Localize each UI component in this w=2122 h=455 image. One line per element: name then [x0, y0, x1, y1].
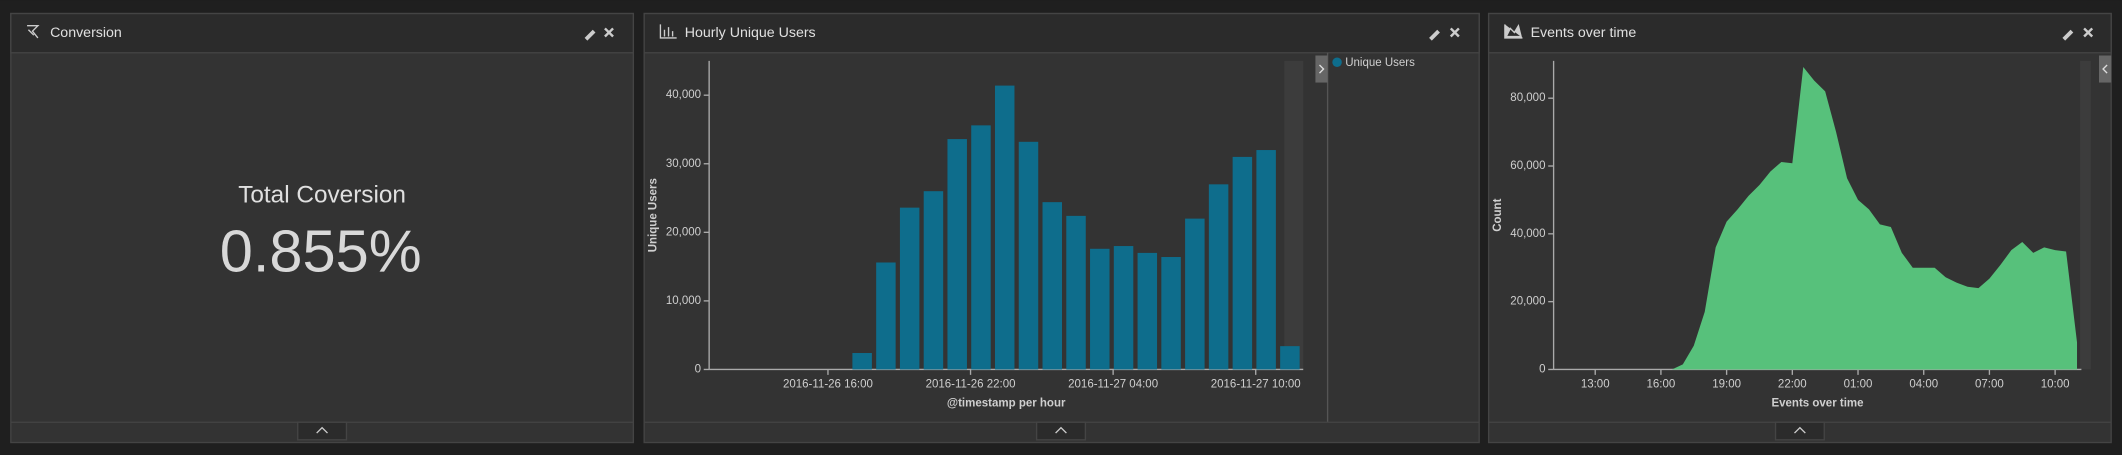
- metric-value: 0.855%: [220, 218, 422, 285]
- bar: [1113, 246, 1134, 370]
- y-tick-label: 20,000: [1510, 296, 1545, 308]
- panel-conversion: Conversion Total Coversion 0.855%: [10, 12, 635, 444]
- y-tick-label: 0: [695, 363, 701, 375]
- x-tick-label: 2016-11-27 04:00: [1068, 378, 1158, 390]
- panel-title: Events over time: [1531, 25, 1637, 41]
- y-tick-label: 20,000: [666, 226, 701, 238]
- bar: [876, 262, 896, 370]
- x-tick-label: 2016-11-27 10:00: [1211, 378, 1301, 390]
- panel-header: [1487, 12, 2112, 54]
- collapse-tab[interactable]: [1035, 421, 1087, 441]
- bar: [1018, 141, 1039, 370]
- x-tick-label: 19:00: [1712, 378, 1741, 390]
- chevron-up: [316, 426, 328, 434]
- x-tick-label: 13:00: [1581, 378, 1610, 390]
- y-tick-label: 0: [1539, 363, 1545, 375]
- bar: [1137, 252, 1158, 370]
- x-tick-label: 2016-11-26 16:00: [783, 378, 873, 390]
- metric-label: Total Coversion: [238, 182, 406, 209]
- y-tick-label: 60,000: [1510, 160, 1545, 172]
- bar: [1042, 202, 1063, 370]
- y-tick-label: 30,000: [666, 158, 701, 170]
- chevron-left: [2102, 64, 2108, 74]
- chevron-right: [1319, 64, 1325, 74]
- panel-title: Hourly Unique Users: [685, 25, 816, 41]
- panel-icon: [659, 24, 677, 39]
- bar: [1280, 346, 1300, 370]
- legend-toggle[interactable]: [2098, 55, 2112, 83]
- collapse-tab[interactable]: [1774, 421, 1825, 441]
- bar: [923, 191, 944, 370]
- panel-header: [643, 12, 1480, 54]
- x-axis-label: Events over time: [1771, 397, 1863, 409]
- close-button[interactable]: [2083, 27, 2094, 38]
- chevron-up: [1055, 426, 1067, 434]
- y-tick-label: 10,000: [666, 295, 701, 307]
- panel-title: Conversion: [50, 25, 122, 41]
- legend-toggle[interactable]: [1315, 55, 1328, 83]
- bar: [1161, 257, 1181, 370]
- bar: [971, 125, 991, 370]
- edit-button[interactable]: [2062, 29, 2074, 41]
- legend-swatch: [1332, 57, 1342, 67]
- x-tick-label: 04:00: [1909, 378, 1938, 390]
- scroll-track: [1284, 60, 1304, 370]
- x-tick-label: 07:00: [1975, 378, 2004, 390]
- panel-icon: [1504, 23, 1523, 39]
- legend-label: Unique Users: [1345, 57, 1415, 69]
- scroll-track: [2080, 60, 2091, 370]
- close-button[interactable]: [1449, 27, 1460, 38]
- bar: [1066, 215, 1086, 370]
- bar: [899, 207, 920, 370]
- x-tick-label: 01:00: [1844, 378, 1873, 390]
- bar: [852, 353, 872, 370]
- bar: [1208, 184, 1229, 370]
- x-tick-label: 16:00: [1647, 378, 1676, 390]
- area: [1671, 67, 2078, 370]
- x-axis-label: @timestamp per hour: [947, 397, 1066, 409]
- panel-body: [10, 12, 635, 444]
- y-tick-label: 40,000: [666, 89, 701, 101]
- bar: [1090, 248, 1110, 370]
- y-tick-label: 80,000: [1510, 92, 1545, 104]
- x-tick-label: 2016-11-26 22:00: [926, 378, 1016, 390]
- bar: [1185, 218, 1205, 370]
- panel-icon: [27, 25, 40, 39]
- edit-button[interactable]: [1429, 29, 1440, 41]
- x-tick-label: 22:00: [1778, 378, 1807, 390]
- panel-header: [10, 12, 635, 54]
- chevron-up: [1794, 426, 1806, 434]
- collapse-tab[interactable]: [297, 421, 348, 441]
- bar: [1256, 150, 1276, 370]
- y-tick-label: 40,000: [1510, 228, 1545, 240]
- bar: [1232, 156, 1253, 370]
- y-axis-label: Count: [1492, 198, 1504, 231]
- y-axis-label: Unique Users: [648, 178, 660, 252]
- bar: [994, 85, 1015, 370]
- x-tick-label: 10:00: [2041, 378, 2070, 390]
- close-button[interactable]: [604, 27, 614, 38]
- bar: [947, 139, 967, 370]
- edit-button[interactable]: [584, 29, 596, 41]
